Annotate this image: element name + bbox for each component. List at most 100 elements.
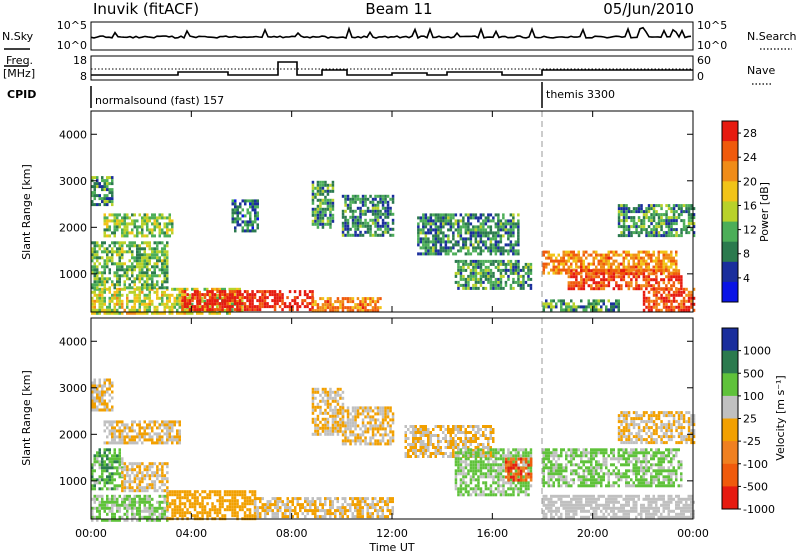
power-cell [151, 250, 154, 254]
power-cell [670, 250, 673, 254]
velocity-cell [276, 500, 279, 504]
colorbar-swatch [722, 201, 738, 222]
power-cell [108, 228, 111, 232]
velocity-cell [138, 515, 141, 519]
power-cell [492, 274, 495, 278]
power-cell [625, 204, 628, 208]
velocity-cell [141, 497, 144, 501]
power-cell [161, 268, 164, 272]
power-cell [667, 225, 671, 229]
power-cell [494, 259, 498, 263]
velocity-cell [106, 420, 109, 424]
power-cell [499, 283, 503, 287]
power-cell [492, 271, 495, 275]
power-cell [136, 286, 139, 290]
power-cell [249, 220, 252, 224]
power-cell [620, 210, 623, 214]
power-cell [524, 271, 528, 275]
power-cell [640, 231, 643, 235]
power-cell [474, 262, 478, 266]
power-cell [143, 274, 146, 278]
power-cell [665, 296, 668, 300]
velocity-cell [101, 503, 104, 507]
power-cell [484, 271, 488, 275]
velocity-cell [156, 435, 159, 439]
power-cell [171, 219, 174, 223]
power-cell [133, 256, 136, 260]
power-cell [151, 253, 154, 257]
power-cell [123, 308, 126, 312]
power-cell [622, 225, 626, 229]
y-tick-label: 2000 [59, 221, 87, 234]
power-cell [692, 302, 696, 306]
power-cell [138, 311, 141, 315]
power-cell [371, 206, 375, 210]
power-cell [91, 286, 94, 290]
power-cell [670, 219, 673, 223]
power-cell [489, 228, 493, 232]
power-cell [572, 259, 575, 263]
velocity-cell [178, 423, 181, 427]
power-cell [354, 209, 357, 213]
power-cell [602, 278, 606, 282]
power-cell [682, 287, 686, 291]
velocity-cell [349, 427, 352, 431]
power-cell [384, 197, 387, 201]
velocity-cell [404, 431, 407, 434]
velocity-cell [351, 424, 355, 428]
power-cell [529, 271, 533, 275]
power-cell [484, 216, 488, 220]
power-cell [311, 309, 315, 313]
power-cell [233, 296, 237, 300]
velocity-cell [376, 409, 380, 413]
velocity-cell [321, 399, 325, 403]
power-cell [354, 224, 357, 228]
velocity-cell [321, 387, 325, 391]
freq-frame [90, 55, 694, 81]
power-cell [602, 256, 605, 260]
power-cell [472, 274, 475, 278]
velocity-cell [91, 518, 94, 522]
power-cell [437, 237, 440, 241]
power-cell [141, 259, 144, 263]
power-cell [138, 302, 141, 306]
power-cell [366, 197, 370, 201]
power-cell [452, 252, 455, 256]
power-cell [141, 277, 144, 281]
velocity-cell [106, 466, 109, 470]
power-cell [625, 256, 628, 260]
velocity-cell [93, 457, 96, 461]
power-cell [529, 283, 533, 287]
velocity-cell [133, 477, 137, 481]
velocity-cell [103, 466, 106, 470]
power-cell [376, 224, 380, 228]
velocity-cell [341, 424, 345, 428]
power-cell [201, 308, 204, 312]
velocity-cell [96, 478, 99, 482]
velocity-cell [344, 433, 347, 437]
power-cell [477, 216, 480, 220]
power-cell [183, 308, 186, 312]
power-cell [650, 219, 653, 223]
power-cell [662, 290, 666, 294]
power-cell [329, 207, 332, 211]
velocity-cell [168, 429, 171, 433]
power-cell [577, 265, 580, 269]
power-cell [329, 189, 332, 193]
velocity-cell [111, 509, 114, 513]
velocity-cell [151, 471, 154, 475]
power-cell [667, 204, 671, 208]
velocity-cell [156, 500, 159, 504]
velocity-cell [351, 439, 355, 443]
velocity-cell [241, 493, 244, 497]
velocity-cell [331, 417, 335, 421]
power-cell [143, 213, 146, 217]
velocity-cell [364, 442, 367, 446]
power-cell [442, 231, 445, 235]
velocity-cell [384, 442, 387, 446]
velocity-cell [391, 439, 395, 443]
power-cell [146, 274, 149, 278]
power-cell [680, 219, 683, 223]
power-cell [587, 262, 590, 266]
velocity-cell [361, 497, 364, 501]
